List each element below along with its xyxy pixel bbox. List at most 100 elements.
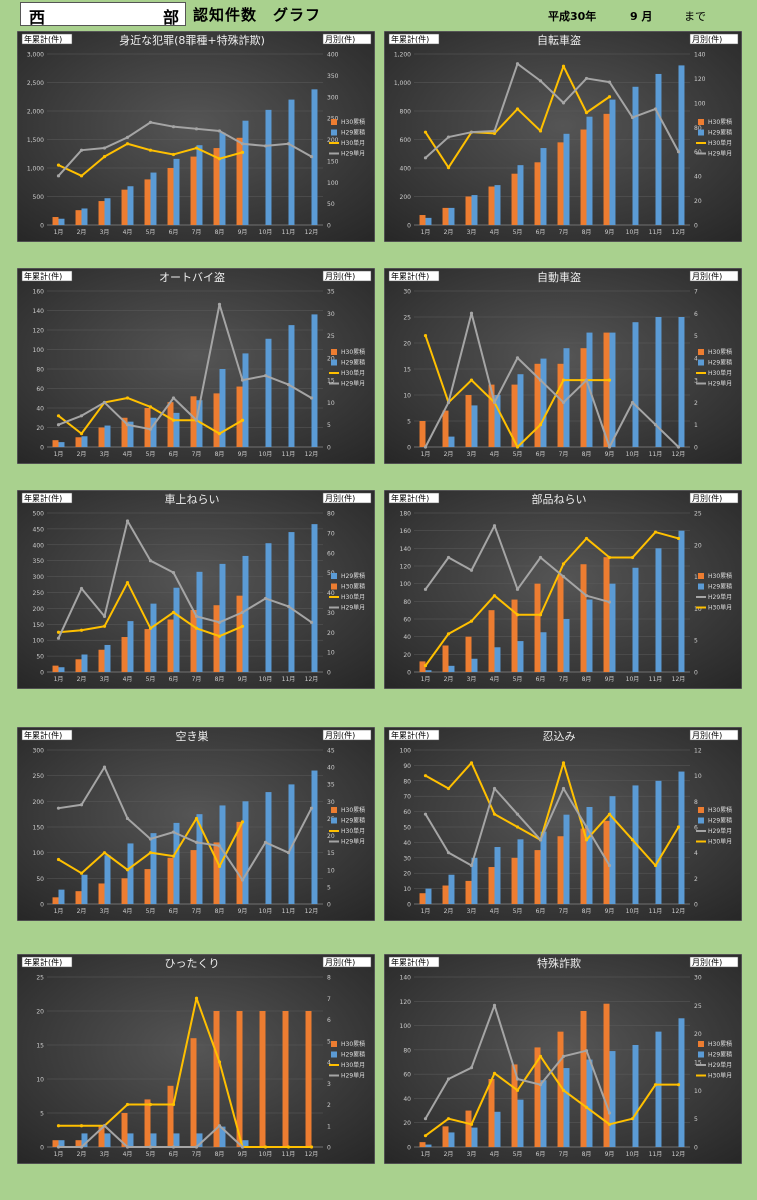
point-h29_month xyxy=(194,1145,199,1149)
bar-h29_cum xyxy=(311,770,318,904)
point-h29_month xyxy=(561,101,566,105)
bar-h29_cum xyxy=(678,317,685,447)
legend-swatch-h29_cum xyxy=(698,129,704,136)
left-tick-label: 80 xyxy=(403,1047,411,1054)
left-tick-label: 0 xyxy=(40,1145,44,1152)
point-h29_month xyxy=(515,356,520,360)
left-tick-label: 100 xyxy=(400,748,412,755)
left-axis-caption-box xyxy=(21,33,73,45)
point-h30_month xyxy=(584,838,589,842)
bar-h29_cum xyxy=(219,563,226,672)
point-h29_month xyxy=(263,596,268,601)
right-axis-caption: 月別(件) xyxy=(325,493,355,503)
region-label-left: 西 xyxy=(29,8,46,27)
right-tick-label: 5 xyxy=(694,333,698,340)
left-axis-caption-box xyxy=(388,729,440,741)
point-h29_month xyxy=(56,174,61,178)
bar-h29_cum xyxy=(58,442,65,447)
left-tick-label: 30 xyxy=(403,855,411,862)
legend-label-h29_cum: H29累積 xyxy=(341,572,365,580)
right-tick-label: 0 xyxy=(694,223,698,230)
chart-panel-9: 年累計(件) 月別(件) ひったくり 0 5 10 15 20 25 0 1 2 3 4 5 6 7 8 1月 2月 3… xyxy=(17,954,375,1164)
bar-h30_cum xyxy=(98,427,105,447)
point-h30_month xyxy=(630,838,635,842)
right-axis-caption-box xyxy=(322,956,372,968)
legend-swatch-h30_cum xyxy=(331,807,337,813)
bar-h29_cum xyxy=(196,145,203,225)
x-tick-label: 7月 xyxy=(192,908,202,915)
x-tick-label: 10月 xyxy=(626,451,640,458)
bar-h29_cum xyxy=(127,843,134,904)
bar-h29_cum xyxy=(196,571,203,672)
bar-h29_cum xyxy=(173,412,180,447)
bar-h30_cum xyxy=(534,583,541,672)
bar-h29_cum xyxy=(494,1111,501,1147)
left-tick-label: 140 xyxy=(400,546,412,553)
x-tick-label: 8月 xyxy=(582,908,592,915)
left-tick-label: 15 xyxy=(36,1043,44,1050)
point-h29_month xyxy=(240,878,245,882)
right-tick-label: 0 xyxy=(327,1145,331,1152)
report-month: 9 月 xyxy=(630,10,653,23)
right-tick-label: 5 xyxy=(694,638,698,645)
bar-h30_cum xyxy=(121,878,128,904)
bar-h30_cum xyxy=(534,162,541,225)
legend-label-h29_month: H29単月 xyxy=(708,593,732,601)
bar-h30_cum xyxy=(52,897,59,904)
legend-swatch-h30_cum xyxy=(331,1041,337,1047)
point-h30_month xyxy=(423,664,428,668)
left-axis-caption: 年累計(件) xyxy=(391,493,429,503)
point-h29_month xyxy=(79,1145,84,1149)
bar-h29_cum xyxy=(540,1080,547,1147)
x-tick-label: 5月 xyxy=(146,451,156,458)
point-h30_month xyxy=(217,634,222,638)
left-tick-label: 20 xyxy=(36,425,44,432)
bar-h29_cum xyxy=(632,785,639,904)
bar-h30_cum xyxy=(488,1079,495,1147)
x-tick-label: 5月 xyxy=(513,1151,523,1158)
bar-h29_cum xyxy=(150,417,157,447)
bar-h29_cum xyxy=(288,99,295,225)
chart-title: 車上ねらい xyxy=(165,492,220,506)
bar-h29_cum xyxy=(311,314,318,447)
right-tick-label: 15 xyxy=(694,574,702,581)
bar-h30_cum xyxy=(144,629,151,672)
left-tick-label: 40 xyxy=(403,1096,411,1103)
chart-hittakuri: 年累計(件) 月別(件) ひったくり 0 5 10 15 20 25 0 1 2 3 4 5 6 7 8 1月 2月 3… xyxy=(17,954,375,1164)
x-tick-label: 9月 xyxy=(605,908,615,915)
x-tick-label: 11月 xyxy=(649,908,663,915)
point-h30_month xyxy=(194,816,199,821)
right-axis-caption: 月別(件) xyxy=(692,34,722,44)
legend-label-h29_month: H29単月 xyxy=(708,1061,732,1069)
legend-label-h30_cum: H30累積 xyxy=(708,118,732,126)
x-tick-label: 4月 xyxy=(490,908,500,915)
x-tick-label: 8月 xyxy=(215,908,225,915)
point-h30_month xyxy=(515,613,520,617)
bar-h29_cum xyxy=(127,421,134,447)
bar-h29_cum xyxy=(104,425,111,447)
bar-h29_cum xyxy=(471,1127,478,1147)
x-tick-label: 2月 xyxy=(444,676,454,683)
x-tick-label: 11月 xyxy=(282,229,296,236)
left-tick-label: 15 xyxy=(403,367,411,374)
right-tick-label: 0 xyxy=(327,670,331,677)
point-h30_month xyxy=(630,1117,635,1121)
point-h30_month xyxy=(171,610,176,614)
right-tick-label: 0 xyxy=(327,902,331,909)
bar-h29_cum xyxy=(448,207,455,225)
bar-h29_cum xyxy=(517,374,524,447)
x-tick-label: 4月 xyxy=(123,908,133,915)
bar-h29_cum xyxy=(471,658,478,672)
point-h29_month xyxy=(102,614,107,618)
point-h30_month xyxy=(56,857,61,862)
legend-label-h30_month: H30単月 xyxy=(341,827,365,835)
bar-h29_cum xyxy=(609,1051,616,1147)
point-h30_month xyxy=(607,378,612,382)
chart-panel-10: 年累計(件) 月別(件) 特殊詐欺 0 20 40 60 80 100 120 140 0 5 10 15 2… xyxy=(384,954,742,1164)
x-tick-label: 7月 xyxy=(192,229,202,236)
bar-h29_cum xyxy=(81,1133,88,1147)
x-tick-label: 6月 xyxy=(169,451,179,458)
point-h30_month xyxy=(515,107,520,111)
right-tick-label: 6 xyxy=(327,1017,331,1024)
right-axis-caption-box xyxy=(689,956,739,968)
